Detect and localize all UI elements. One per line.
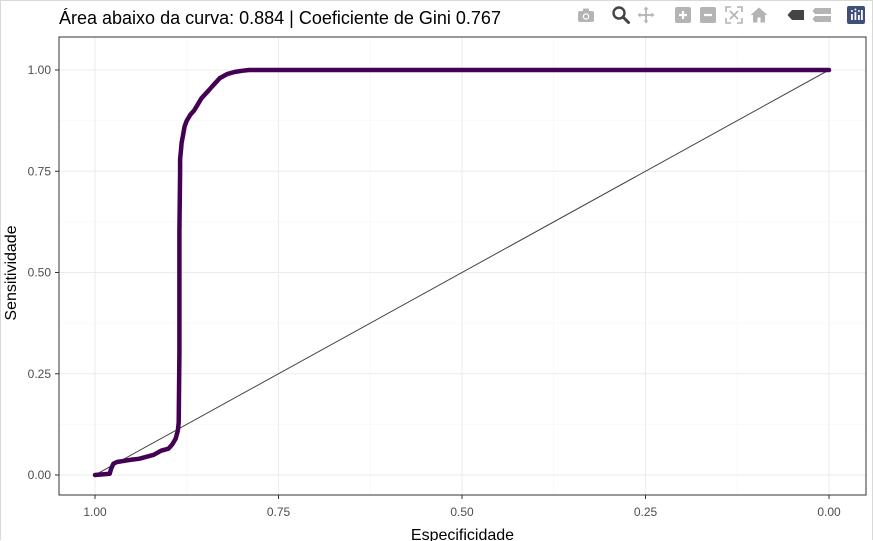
roc-curve-line[interactable] (92, 67, 832, 478)
hover-closest-icon[interactable] (785, 4, 807, 26)
x-tick-label: 0.50 (450, 505, 474, 519)
zoom-out-icon[interactable] (697, 4, 719, 26)
camera-icon[interactable] (575, 4, 597, 26)
y-tick-label: 1.00 (28, 63, 52, 77)
autoscale-icon[interactable] (723, 4, 745, 26)
x-tick-label: 0.75 (267, 505, 291, 519)
y-tick-label: 0.00 (28, 468, 52, 482)
axes: 1.00 0.75 0.50 0.25 0.00 0.00 0.25 0.50 0.75 1.00 (28, 63, 841, 519)
plotly-logo-icon[interactable] (845, 4, 867, 26)
hover-compare-icon[interactable] (811, 4, 833, 26)
zoom-icon[interactable] (610, 4, 632, 26)
x-tick-label: 0.00 (817, 505, 841, 519)
reset-axes-icon[interactable] (748, 4, 770, 26)
chart-title: Área abaixo da curva: 0.884 | Coeficient… (59, 8, 501, 28)
grid (59, 37, 866, 495)
y-tick-label: 0.25 (28, 367, 52, 381)
x-tick-label: 1.00 (83, 505, 107, 519)
modebar (575, 4, 871, 26)
y-tick-label: 0.50 (28, 266, 52, 280)
zoom-in-icon[interactable] (672, 4, 694, 26)
y-axis-title: Sensitividade (3, 225, 20, 320)
diagonal-reference-line[interactable] (94, 69, 830, 476)
series-layer (92, 67, 832, 478)
pan-icon[interactable] (635, 4, 657, 26)
y-tick-label: 0.75 (28, 164, 52, 178)
x-axis-title: Especificidade (411, 527, 514, 541)
x-tick-label: 0.25 (634, 505, 658, 519)
